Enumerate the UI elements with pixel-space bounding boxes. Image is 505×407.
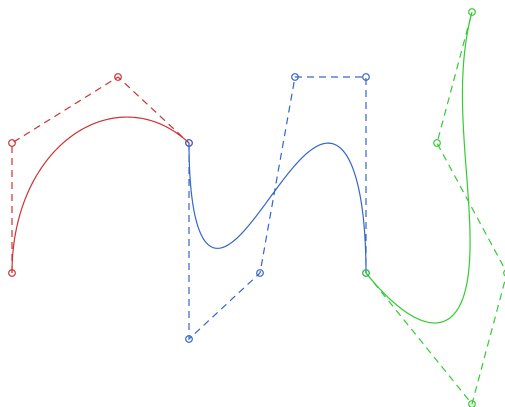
control-point-green-2 — [503, 269, 505, 277]
control-point-blue-3 — [291, 73, 299, 81]
control-points — [8, 8, 505, 407]
control-polygons — [11, 11, 505, 406]
control-point-red-0 — [8, 269, 16, 277]
control-polygon-red — [11, 76, 190, 273]
bezier-curve-green — [365, 11, 473, 324]
control-point-blue-2 — [256, 269, 264, 277]
control-point-green-3 — [433, 139, 441, 147]
control-point-green-1 — [468, 400, 476, 407]
control-point-green-0 — [362, 269, 370, 277]
control-point-blue-0 — [185, 139, 193, 147]
bezier-curve-red — [11, 116, 190, 274]
bezier-curves — [11, 11, 473, 324]
control-point-green-4 — [468, 8, 476, 16]
control-point-blue-1 — [185, 335, 193, 343]
control-point-red-1 — [8, 139, 16, 147]
control-point-red-2 — [114, 73, 122, 81]
control-polygon-blue — [188, 76, 367, 341]
control-point-blue-4 — [362, 73, 370, 81]
bezier-curve-blue — [188, 142, 367, 274]
control-polygon-green — [365, 11, 505, 406]
